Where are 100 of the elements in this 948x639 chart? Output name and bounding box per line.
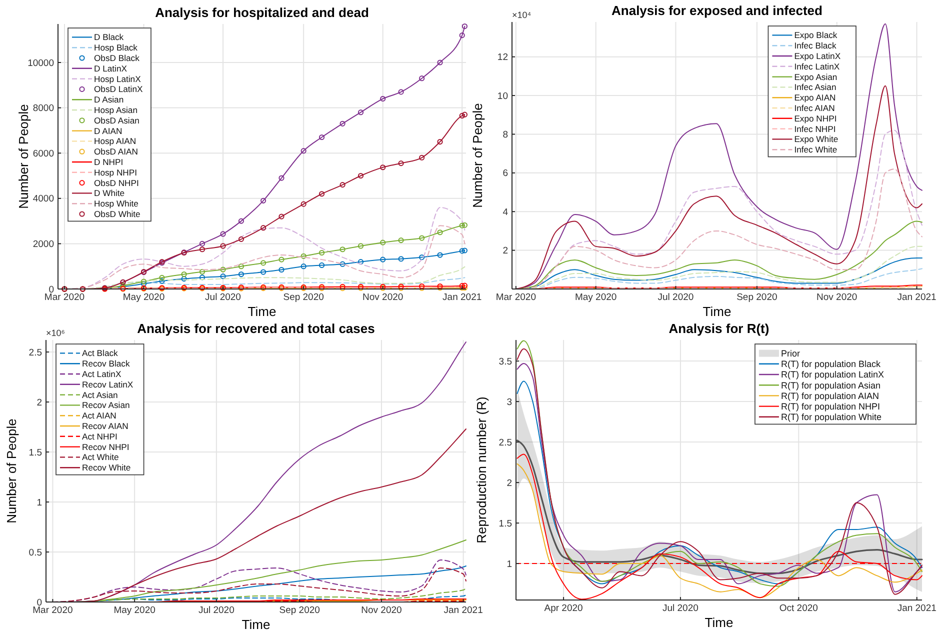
x-tick-label: Jan 2021	[442, 292, 482, 303]
legend-label: Expo White	[794, 134, 838, 144]
legend-label: Expo LatinX	[794, 51, 841, 62]
y-tick-label: 6000	[32, 148, 54, 160]
legend-label: Infec Asian	[794, 82, 836, 92]
x-axis-title: Time	[702, 304, 732, 319]
x-tick-label: Sep 2020	[279, 605, 320, 616]
x-tick-label: Mar 2020	[44, 292, 85, 303]
chart-title: Analysis for exposed and infected	[612, 3, 823, 18]
x-tick-label: Sep 2020	[283, 292, 324, 303]
x-tick-label: Jul 2020	[205, 292, 241, 303]
legend-label: R(T) for population LatinX	[780, 370, 884, 380]
y-tick-label: 3.5	[498, 356, 512, 368]
x-tick-label: Nov 2020	[816, 292, 858, 303]
legend-label: Infec Black	[794, 40, 837, 51]
legend-label: ObsD AIAN	[94, 146, 138, 157]
legend-label: Prior	[780, 348, 800, 358]
legend-label: D White	[94, 188, 125, 198]
chart-title: Analysis for R(t)	[668, 321, 770, 336]
y-axis-title: Reproduction number (R)	[474, 396, 489, 544]
legend-label: Hosp LatinX	[94, 74, 142, 84]
legend-label: Expo AIAN	[794, 92, 836, 103]
y-axis-title: Number of People	[470, 103, 485, 208]
legend-label: Act LatinX	[82, 369, 122, 380]
legend-label: ObsD LatinX	[94, 84, 143, 94]
legend-label: ObsD White	[94, 209, 141, 220]
y-tick-label: 3	[506, 396, 512, 408]
y-tick-label: 2	[502, 246, 508, 257]
x-tick-label: Nov 2020	[362, 292, 404, 303]
legend-label: D Asian	[94, 94, 124, 105]
y-tick-label: 10000	[28, 58, 54, 69]
x-tick-label: Mar 2020	[32, 605, 73, 616]
legend-label: ObsD Black	[94, 53, 140, 64]
x-axis-title: Time	[704, 615, 734, 630]
legend-label: D NHPI	[94, 157, 124, 168]
chart-title: Analysis for recovered and total cases	[137, 321, 375, 336]
legend-label: Infec LatinX	[794, 61, 840, 72]
y-tick-label: 12	[497, 52, 508, 64]
legend-label: ObsD NHPI	[94, 178, 139, 188]
legend-label: Recov AIAN	[82, 421, 128, 432]
legend-label: Infec White	[794, 144, 838, 155]
legend-label: Expo Black	[794, 30, 838, 40]
x-tick-label: Jan 2021	[897, 603, 936, 614]
y-axis-title: Number of People	[4, 418, 19, 524]
x-tick-label: Oct 2020	[779, 603, 818, 614]
legend-label: R(T) for population Asian	[780, 380, 881, 390]
y-tick-label: 1	[36, 497, 42, 508]
legend-label: Act Asian	[82, 390, 118, 400]
legend-label: Hosp Asian	[94, 105, 138, 116]
legend-label: Recov Black	[82, 358, 130, 369]
x-tick-label: Nov 2020	[361, 605, 402, 616]
x-tick-label: Jul 2020	[198, 605, 234, 616]
y-tick-label: 2000	[32, 239, 54, 250]
legend-label: Hosp White	[94, 198, 139, 209]
chart-title: Analysis for hospitalized and dead	[155, 5, 369, 20]
legend-label: Infec AIAN	[794, 103, 835, 114]
x-tick-label: Jan 2021	[444, 605, 483, 616]
legend-label: Expo Asian	[794, 72, 838, 82]
x-tick-label: May 2020	[122, 292, 165, 303]
legend-label: ObsD Asian	[94, 115, 140, 126]
legend-label: Act Black	[82, 348, 119, 358]
y-tick-label: 8	[502, 130, 508, 141]
y-tick-label: 10	[497, 90, 508, 102]
x-tick-label: Jul 2020	[662, 603, 698, 614]
legend-label: Recov LatinX	[82, 379, 134, 390]
legend-label: Hosp NHPI	[94, 167, 137, 178]
y-tick-label: 1.5	[498, 518, 512, 530]
legend-label: Hosp Black	[94, 42, 138, 53]
x-tick-label: Jul 2020	[658, 292, 694, 303]
legend-label: Recov Asian	[82, 400, 130, 410]
y-tick-label: 2.5	[28, 347, 42, 358]
legend-label: R(T) for population NHPI	[780, 401, 880, 412]
legend-label: Act NHPI	[82, 431, 118, 442]
legend-label: Hosp AIAN	[94, 136, 136, 146]
y-tick-label: 6	[502, 168, 508, 180]
legend-label: Act AIAN	[82, 410, 116, 421]
legend-label: R(T) for population AIAN	[780, 390, 880, 401]
legend-label: Recov White	[82, 462, 131, 473]
y-axis-title: Number of People	[16, 104, 31, 209]
x-tick-label: Sep 2020	[736, 292, 778, 303]
legend-label: D AIAN	[94, 126, 122, 136]
legend-label: R(T) for population Black	[780, 359, 881, 370]
x-tick-label: May 2020	[114, 605, 156, 616]
y-tick-label: 1	[506, 558, 512, 570]
legend-label: Recov NHPI	[82, 442, 130, 452]
legend-label: Act White	[82, 452, 119, 462]
y-tick-label: 4000	[32, 194, 54, 205]
y-tick-label: 2	[506, 478, 512, 489]
x-axis-title: Time	[242, 617, 270, 632]
text: ×10⁶	[46, 328, 66, 338]
legend-label: D LatinX	[94, 63, 128, 74]
x-tick-label: Jan 2021	[897, 292, 936, 303]
x-tick-label: May 2020	[574, 292, 617, 303]
legend-label: D Black	[94, 32, 124, 42]
legend-label: Expo NHPI	[794, 113, 837, 124]
y-tick-label: 2.5	[498, 437, 512, 448]
y-tick-label: 0.5	[28, 547, 42, 558]
legend-label: Infec NHPI	[794, 124, 836, 134]
text: ×10⁴	[512, 10, 532, 20]
y-tick-label: 1.5	[28, 447, 42, 458]
